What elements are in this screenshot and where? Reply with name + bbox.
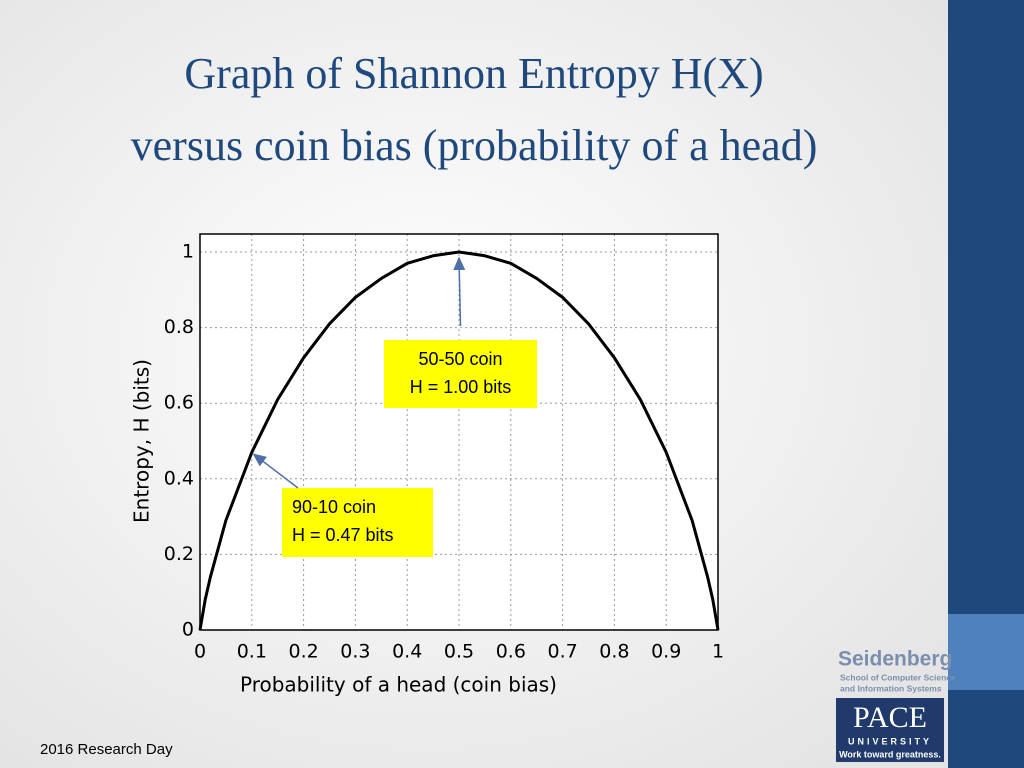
title-line: Graph of Shannon Entropy H(X) — [184, 49, 763, 98]
y-tick-label: 0.8 — [164, 316, 194, 338]
entropy-curve — [198, 250, 720, 631]
annotation-text: H = 0.47 bits — [292, 525, 394, 545]
annotation-box — [384, 340, 537, 408]
annotation-text: 50-50 coin — [418, 349, 502, 369]
footer: 2016 Research Day — [40, 741, 173, 758]
x-tick-label: 0.7 — [547, 641, 577, 663]
axes-frame — [199, 233, 719, 631]
side-bar-accent — [948, 614, 1024, 690]
annotation-text: H = 1.00 bits — [410, 377, 512, 397]
logo-sub: School of Computer Science — [840, 672, 956, 682]
logo-university: UNIVERSITY — [848, 736, 932, 746]
y-tick-label: 0.6 — [164, 392, 194, 414]
x-tick-label: 0.9 — [651, 641, 681, 663]
logo-motto: Work toward greatness. — [839, 749, 941, 759]
y-tick-label: 0 — [182, 619, 194, 641]
x-tick-label: 0.6 — [496, 641, 526, 663]
annotation-text: 90-10 coin — [292, 497, 376, 517]
x-tick-label: 0.3 — [340, 641, 370, 663]
x-tick-label: 0.5 — [444, 641, 474, 663]
x-tick-label: 0.1 — [237, 641, 267, 663]
y-tick-label: 0.4 — [164, 467, 194, 489]
y-tick-label: 1 — [182, 241, 194, 263]
x-axis-label: Probability of a head (coin bias) — [240, 673, 557, 697]
logo-box — [836, 698, 944, 762]
annotation-box — [282, 488, 433, 557]
title-line: versus coin bias (probability of a head) — [131, 121, 818, 170]
logo-name: PACE — [853, 701, 927, 734]
annotation-arrow — [453, 256, 466, 327]
x-tick-label: 0.8 — [599, 641, 629, 663]
x-tick-label: 0.4 — [392, 641, 422, 663]
x-tick-label: 1 — [712, 641, 724, 663]
y-tick-label: 0.2 — [164, 543, 194, 565]
annotation-arrow — [252, 453, 299, 489]
y-axis-label: Entropy, H (bits) — [130, 359, 154, 523]
logo-school: Seidenberg — [838, 648, 952, 671]
x-tick-label: 0.2 — [288, 641, 318, 663]
logo-sub: and Information Systems — [840, 683, 942, 693]
x-tick-label: 0 — [194, 641, 206, 663]
